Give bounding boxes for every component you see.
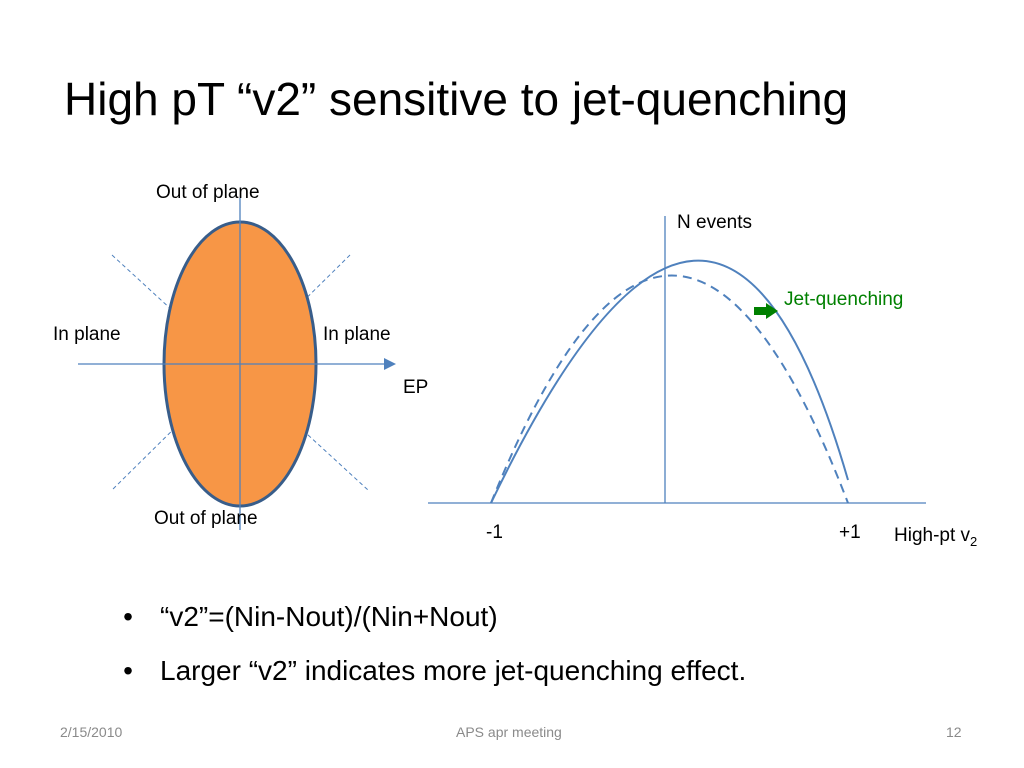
event-plane-label: EP	[403, 377, 429, 398]
jet-quenching-distribution-curve	[490, 259, 849, 504]
event-plane-arrowhead	[384, 358, 396, 370]
bullet-dot-icon: •	[123, 601, 133, 632]
footer-date: 2/15/2010	[60, 724, 123, 740]
x-axis-label-subscript: 2	[970, 533, 978, 549]
slide-title: High pT “v2” sensitive to jet-quenching	[64, 73, 849, 125]
bullet-list: • “v2”=(Nin-Nout)/(Nin+Nout) • Larger “v…	[118, 590, 746, 698]
out-of-plane-top-label: Out of plane	[156, 182, 260, 203]
event-plane-diagram	[78, 198, 396, 530]
out-of-plane-bottom-label: Out of plane	[154, 508, 258, 529]
baseline-distribution-curve	[490, 274, 849, 504]
footer-page-number: 12	[946, 724, 962, 740]
bullet-item-v2-interpretation: • Larger “v2” indicates more jet-quenchi…	[118, 644, 746, 698]
shift-arrow-shaft	[754, 307, 766, 315]
bullet-dot-icon: •	[123, 655, 133, 686]
x-axis-label: High-pt v2	[894, 524, 977, 554]
v2-distribution-plot	[428, 216, 926, 504]
shift-arrow-icon	[766, 303, 778, 319]
x-axis-label-main: High-pt v	[894, 525, 971, 546]
bullet-item-v2-definition: • “v2”=(Nin-Nout)/(Nin+Nout)	[118, 590, 746, 644]
jet-quenching-annotation: Jet-quenching	[784, 289, 904, 310]
in-plane-right-label: In plane	[323, 324, 391, 345]
diagonal-dashed-line-1	[111, 254, 369, 491]
x-tick-minus-one: -1	[486, 522, 503, 543]
x-tick-plus-one: +1	[839, 522, 861, 543]
footer-presentation-name: APS apr meeting	[456, 724, 562, 740]
n-events-axis-label: N events	[677, 212, 752, 233]
in-plane-left-label: In plane	[53, 324, 121, 345]
bullet-text: Larger “v2” indicates more jet-quenching…	[160, 655, 747, 686]
bullet-text: “v2”=(Nin-Nout)/(Nin+Nout)	[160, 601, 498, 632]
